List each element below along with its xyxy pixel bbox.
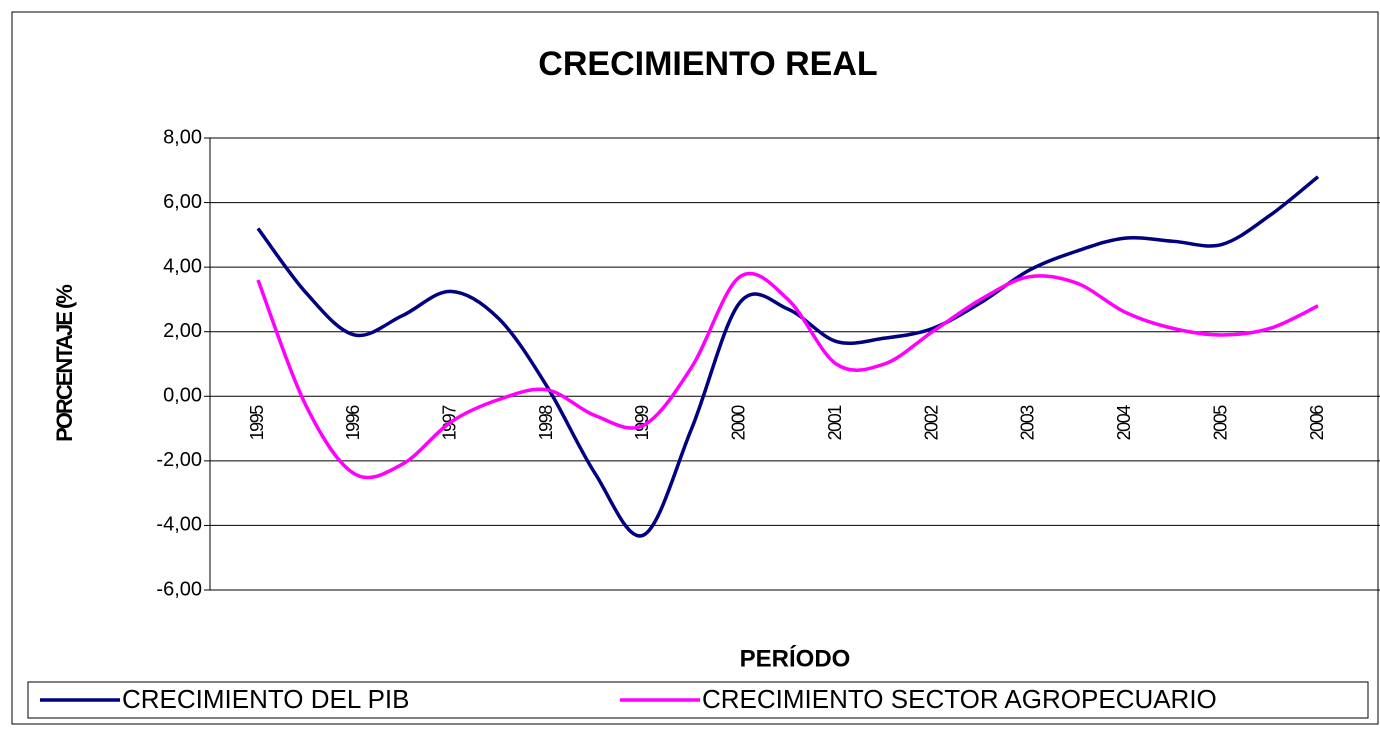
x-tick-label: 2006 [1307,405,1327,441]
x-tick-label: 1995 [247,405,267,441]
y-tick-label: 2,00 [163,320,202,342]
x-tick-label: 1999 [632,405,652,441]
y-axis-label: PORCENTAJE (% [52,285,77,442]
y-tick-label: 4,00 [163,255,202,277]
y-tick-label: -2,00 [156,449,202,471]
chart-title: CRECIMIENTO REAL [538,45,877,83]
x-tick-label: 2004 [1114,405,1134,441]
y-tick-label: -4,00 [156,514,202,536]
x-tick-label: 2000 [729,405,749,441]
series-line [256,271,1319,480]
y-tick-label: 8,00 [163,126,202,148]
x-tick-label: 2003 [1018,405,1038,441]
legend-label: CRECIMIENTO SECTOR AGROPECUARIO [702,684,1217,714]
y-tick-label: -6,00 [156,578,202,600]
series-line [256,175,1320,538]
x-tick-label: 2001 [825,405,845,441]
y-tick-label: 0,00 [163,385,202,407]
x-tick-label: 2002 [921,405,941,441]
chart-border [11,11,1379,725]
y-tick-label: 6,00 [163,191,202,213]
x-tick-label: 1996 [343,405,363,441]
x-axis-label: PERÍODO [740,644,851,672]
x-tick-label: 2005 [1210,405,1230,441]
x-tick-label: 1998 [536,405,556,441]
legend-label: CRECIMIENTO DEL PIB [122,684,410,714]
